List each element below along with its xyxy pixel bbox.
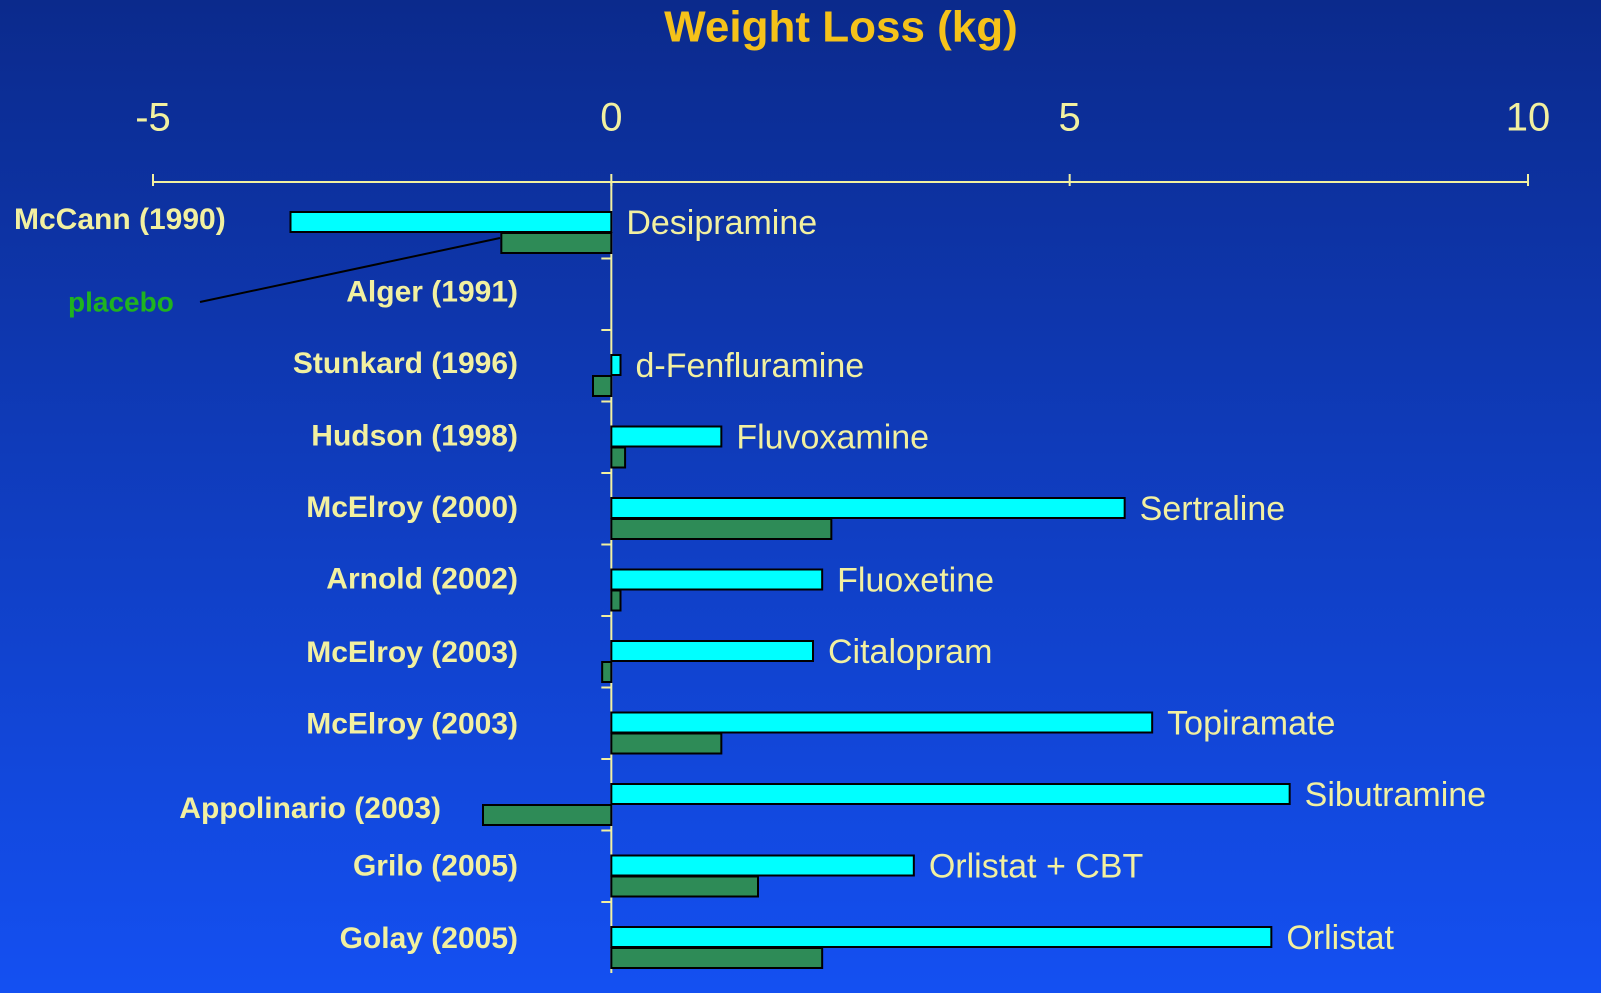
- bar-label: Sertraline: [1140, 490, 1286, 528]
- bar: [482, 804, 613, 826]
- category-label: McElroy (2003): [306, 636, 518, 669]
- x-tick-label: 0: [600, 96, 622, 140]
- bar: [610, 568, 824, 591]
- bar-label: Fluvoxamine: [736, 418, 929, 456]
- bar: [500, 232, 613, 254]
- bar: [601, 661, 613, 683]
- category-label: Alger (1991): [346, 275, 518, 308]
- bar-label: Topiramate: [1167, 704, 1335, 742]
- bar: [610, 947, 824, 969]
- bar-label: Orlistat: [1286, 919, 1394, 957]
- annotation-line: [199, 237, 501, 303]
- bar: [610, 497, 1126, 519]
- bar: [610, 425, 723, 448]
- bar-label: Sibutramine: [1305, 776, 1486, 814]
- bar-label: Citalopram: [828, 633, 992, 671]
- bar-label: Desipramine: [626, 204, 817, 242]
- category-label: McElroy (2000): [306, 491, 518, 524]
- bar: [592, 375, 613, 397]
- category-label: Golay (2005): [340, 922, 518, 955]
- bar: [610, 446, 627, 469]
- bar-label: Orlistat + CBT: [929, 847, 1143, 885]
- category-label: Hudson (1998): [311, 419, 518, 452]
- bar-label: Fluoxetine: [837, 561, 994, 599]
- bar: [610, 711, 1154, 734]
- bar: [610, 589, 622, 612]
- bar: [610, 732, 723, 755]
- bar-label: d-Fenfluramine: [636, 347, 865, 385]
- x-tick-label: 10: [1506, 96, 1551, 140]
- annotation: placebo: [68, 286, 174, 317]
- category-label: McElroy (2003): [306, 707, 518, 740]
- category-label: Appolinario (2003): [179, 792, 441, 825]
- category-label: Grilo (2005): [353, 849, 518, 882]
- bar: [610, 354, 622, 376]
- bar: [610, 783, 1291, 805]
- x-tick-label: 5: [1059, 96, 1081, 140]
- category-label: Stunkard (1996): [293, 347, 518, 380]
- chart-title: Weight Loss (kg): [664, 3, 1018, 52]
- bar: [610, 640, 814, 662]
- category-label: McCann (1990): [14, 203, 226, 236]
- bar: [610, 854, 915, 877]
- x-tick-label: -5: [135, 96, 171, 140]
- bar: [610, 518, 833, 540]
- bar: [610, 875, 759, 898]
- bar: [610, 926, 1273, 948]
- bar: [289, 211, 613, 233]
- category-label: Arnold (2002): [326, 562, 518, 595]
